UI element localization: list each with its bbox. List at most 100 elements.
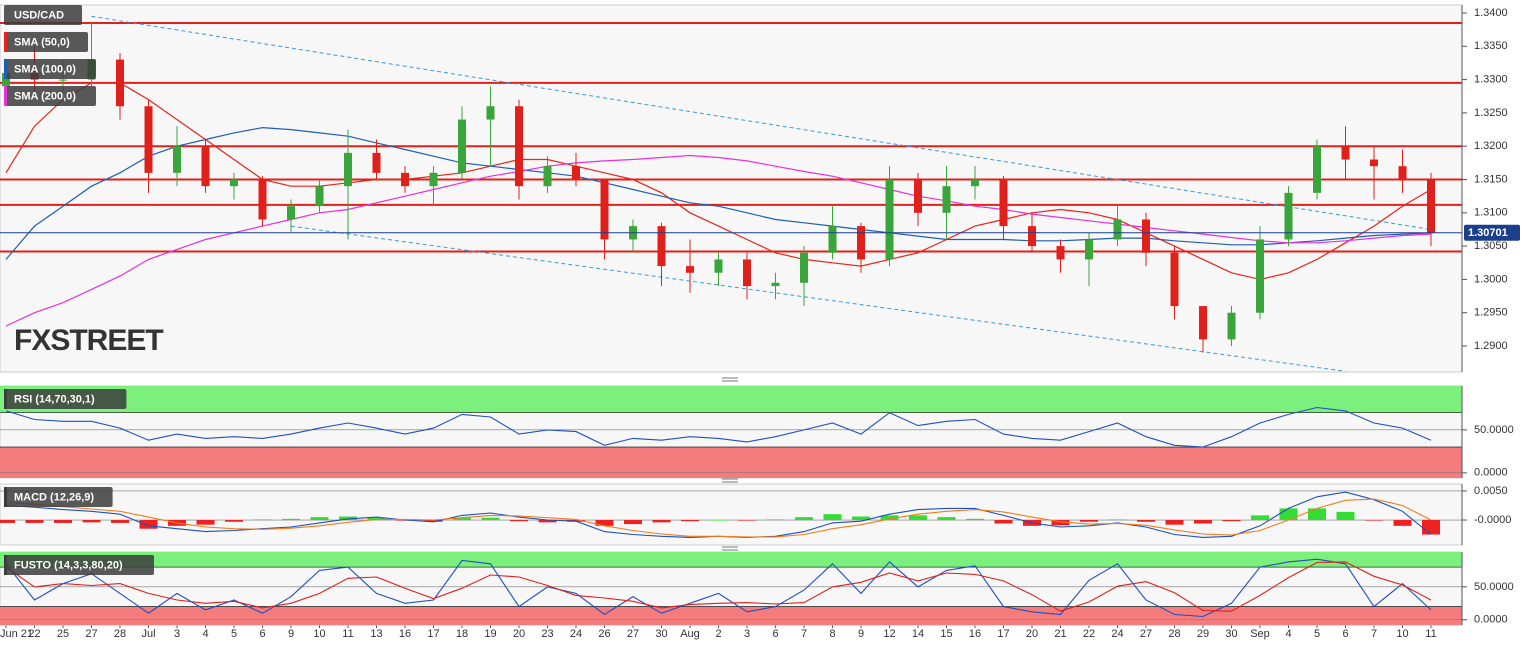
- oversold-zone: [0, 606, 1462, 625]
- candle-body: [1227, 312, 1236, 340]
- candle-body: [657, 226, 666, 267]
- candle-body: [714, 259, 723, 273]
- indicator-line: [5, 558, 1432, 618]
- candle-body: [2, 72, 10, 87]
- candle-body: [344, 152, 352, 187]
- x-tick-label: 24: [570, 628, 582, 640]
- x-tick-label: 7: [1371, 628, 1377, 640]
- candle-body: [1284, 192, 1293, 240]
- candle-body: [173, 146, 181, 173]
- x-tick-label: 9: [858, 628, 864, 640]
- legend-entry: SMA (200,0): [14, 90, 76, 102]
- x-tick-label: 28: [1168, 628, 1180, 640]
- histogram-bar: [54, 520, 72, 523]
- x-tick-label: 9: [288, 628, 294, 640]
- candle-body: [1170, 252, 1179, 307]
- x-tick-label: 2: [715, 628, 721, 640]
- x-tick-label: 21: [1054, 628, 1066, 640]
- histogram-bar: [510, 520, 528, 522]
- legend-entry-box: [4, 86, 96, 106]
- histogram-bar: [709, 520, 728, 521]
- x-tick-label: Jun 21: [0, 628, 33, 640]
- candle-body: [372, 152, 381, 173]
- histogram-bar: [1222, 520, 1241, 522]
- x-tick-label: 10: [1396, 628, 1408, 640]
- histogram-bar: [339, 516, 357, 521]
- panel-title-swatch: [4, 389, 7, 409]
- histogram-bar: [253, 519, 272, 521]
- sma-line: [5, 82, 1432, 281]
- x-tick-label: 14: [912, 628, 924, 640]
- x-tick-label: 26: [598, 628, 610, 640]
- histogram-bar: [1165, 520, 1184, 525]
- legend-entry: SMA (50,0): [14, 36, 70, 48]
- last-price-box: [1464, 224, 1520, 241]
- legend-entry-swatch: [4, 59, 7, 79]
- x-tick-label: 20: [513, 628, 525, 640]
- candle-body: [486, 106, 495, 120]
- y-tick-label: 1.3250: [1474, 107, 1508, 119]
- x-tick-label: 15: [940, 628, 952, 640]
- x-tick-label: 10: [313, 628, 325, 640]
- panel-title-swatch: [4, 487, 7, 507]
- histogram-bar: [766, 519, 785, 521]
- candle-body: [885, 179, 894, 260]
- indicator-line: [5, 406, 1432, 448]
- histogram-bar: [652, 520, 671, 523]
- histogram-bar: [795, 517, 813, 521]
- histogram-bar: [595, 520, 614, 526]
- histogram-bar: [424, 520, 443, 522]
- x-tick-label: 13: [370, 628, 382, 640]
- candle-body: [1199, 306, 1207, 340]
- candle-body: [572, 166, 580, 180]
- x-tick-label: 16: [969, 628, 981, 640]
- candle-body: [942, 186, 951, 213]
- candle-body: [1028, 226, 1036, 247]
- candle-body: [971, 179, 979, 187]
- candle-body: [1398, 166, 1407, 180]
- histogram-bar: [196, 520, 215, 525]
- y-tick-label: -0.0000: [1474, 514, 1511, 526]
- histogram-bar: [966, 518, 984, 521]
- sma-line: [5, 126, 1432, 260]
- y-tick-label: 1.3000: [1474, 273, 1508, 285]
- legend-entry-box: [4, 59, 96, 79]
- oversold-zone: [0, 447, 1462, 478]
- y-tick-label: 1.2950: [1474, 307, 1508, 319]
- candle-body: [287, 206, 295, 220]
- candle-body: [230, 179, 238, 187]
- x-tick-label: 3: [744, 628, 750, 640]
- histogram-bar: [738, 520, 756, 521]
- histogram-bar: [852, 516, 870, 521]
- x-tick-label: 5: [1314, 628, 1320, 640]
- histogram-bar: [481, 517, 500, 521]
- panel-title-box: [4, 487, 113, 507]
- candle-body: [800, 252, 808, 283]
- candle-body: [1341, 146, 1350, 160]
- x-tick-label: 27: [627, 628, 639, 640]
- legend-entry-swatch: [4, 86, 7, 106]
- candle-body: [1313, 146, 1321, 193]
- watermark: FXSTREET: [14, 324, 163, 357]
- candle-body: [828, 226, 837, 253]
- y-tick-label: 0.0000: [1474, 467, 1508, 479]
- plot-area: [0, 483, 1463, 546]
- x-tick-label: 4: [202, 628, 208, 640]
- candle-body: [1056, 246, 1065, 260]
- x-tick-label: 18: [456, 628, 468, 640]
- panel-title: MACD (12,26,9): [14, 491, 94, 503]
- candle-body: [771, 282, 780, 287]
- x-tick-label: 30: [655, 628, 667, 640]
- x-tick-label: 25: [57, 628, 69, 640]
- histogram-bar: [82, 520, 101, 523]
- x-tick-label: 6: [259, 628, 265, 640]
- candle-body: [1427, 179, 1435, 233]
- candle-body: [743, 259, 751, 287]
- x-tick-label: 11: [342, 628, 353, 640]
- x-tick-label: 16: [399, 628, 411, 640]
- x-tick-label: 24: [1111, 628, 1123, 640]
- histogram-bar: [909, 515, 927, 521]
- candle-body: [515, 106, 523, 187]
- x-tick-label: 23: [541, 628, 553, 640]
